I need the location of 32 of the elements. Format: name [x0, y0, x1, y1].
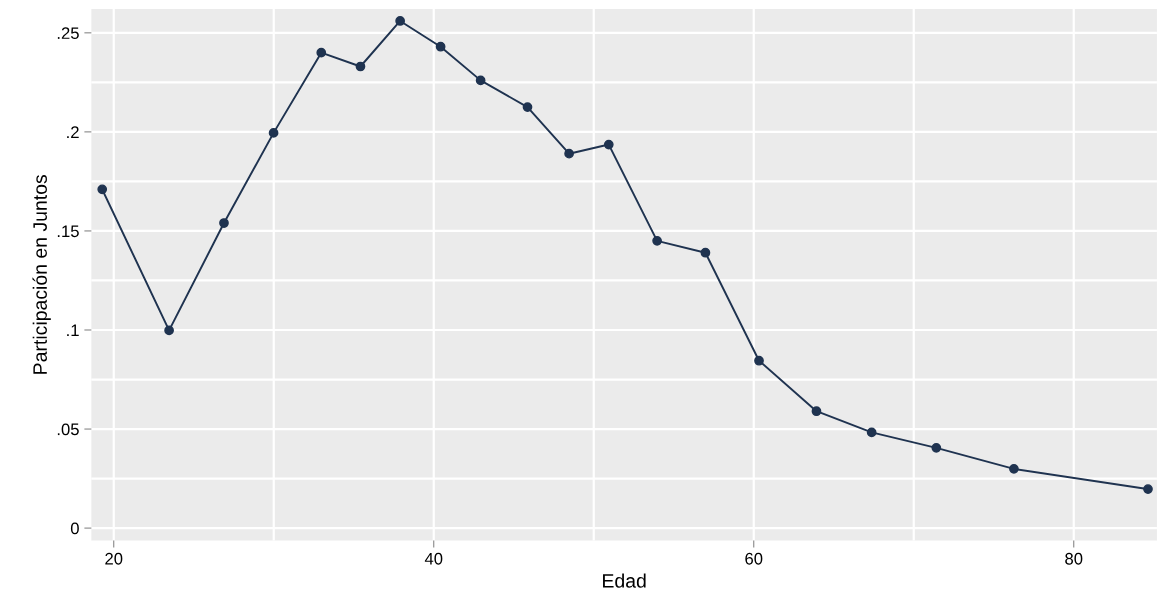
point [435, 41, 446, 52]
point [395, 16, 406, 26]
x-tick-label: 80 [1065, 552, 1083, 565]
y-tick-label: .15 [57, 225, 79, 238]
point [866, 427, 877, 438]
point [97, 184, 108, 195]
point [931, 443, 942, 453]
point [603, 139, 614, 150]
y-axis-title: Participación en Juntos [32, 174, 51, 374]
point [355, 61, 366, 72]
point [1009, 464, 1019, 474]
point [164, 325, 174, 336]
point [219, 218, 229, 228]
point [268, 128, 279, 138]
x-tick-label: 60 [745, 552, 763, 565]
point [700, 247, 711, 258]
point [1143, 484, 1153, 494]
y-tick-label: .05 [57, 423, 79, 436]
y-tick-label: .1 [67, 324, 79, 337]
x-axis-title: Edad [603, 573, 646, 588]
x-tick-label: 40 [424, 552, 443, 565]
y-tick-label: .25 [57, 27, 79, 40]
point [754, 355, 764, 366]
point [652, 235, 662, 246]
point [475, 75, 486, 86]
x-tick-label: 20 [105, 552, 123, 565]
point [316, 47, 327, 58]
point [564, 148, 574, 159]
y-tick-label: 0 [70, 522, 79, 535]
point [522, 102, 533, 112]
point [811, 406, 822, 417]
y-tick-label: .2 [67, 126, 79, 138]
